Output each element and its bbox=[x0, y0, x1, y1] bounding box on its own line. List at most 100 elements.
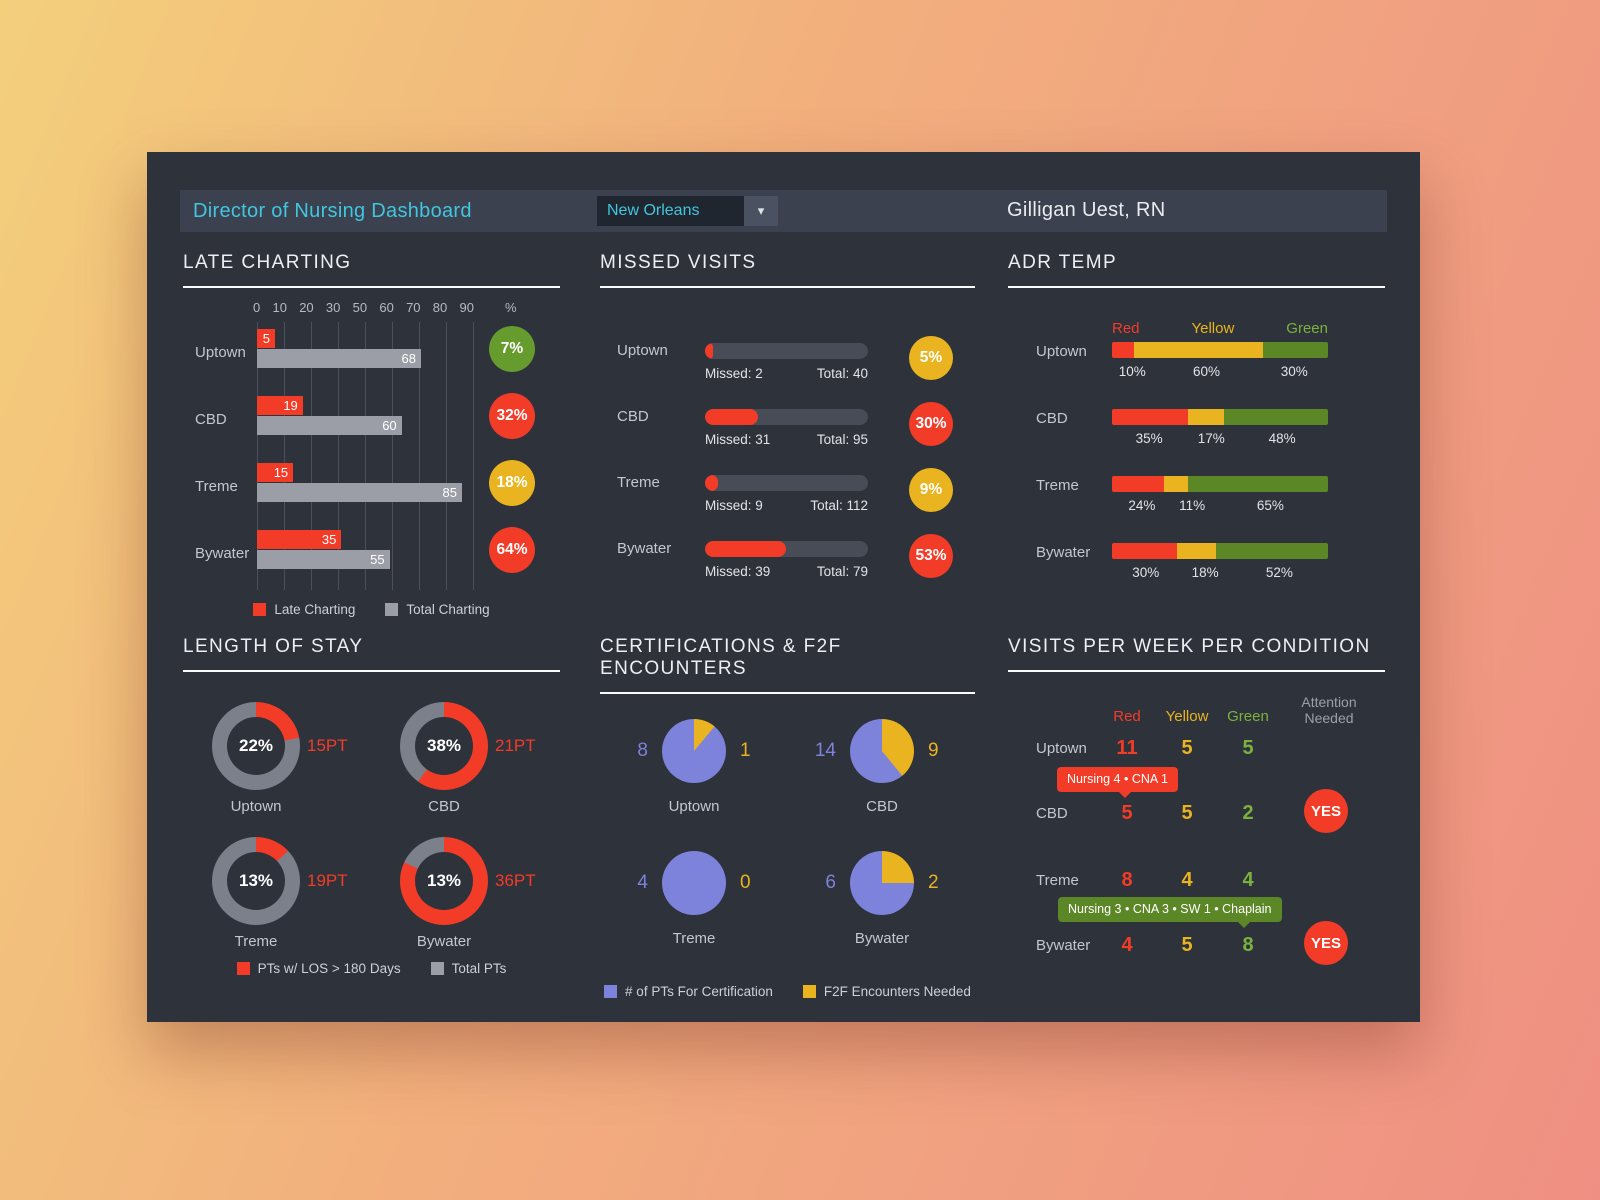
pct-badge: 9% bbox=[909, 468, 953, 512]
column-header-green: Green bbox=[1227, 708, 1269, 725]
column-header-yellow: Yellow bbox=[1165, 708, 1209, 725]
total-stat: Total: 95 bbox=[817, 432, 868, 447]
visits-row: Treme 8 4 4 YES bbox=[1008, 869, 1385, 895]
pct-badge: 5% bbox=[909, 336, 953, 380]
tooltip-cbd-staffing: Nursing 4 • CNA 1 bbox=[1057, 767, 1178, 798]
total-value: 112 bbox=[846, 498, 868, 513]
total-value: 95 bbox=[852, 432, 868, 447]
adr-pct-green: 65% bbox=[1256, 498, 1284, 513]
bar-value: 19 bbox=[283, 398, 298, 413]
f2f-count: 1 bbox=[740, 740, 751, 761]
missed-stat: Missed: 9 bbox=[705, 498, 763, 513]
region-label: CBD bbox=[1036, 410, 1068, 427]
adr-stacked-bar bbox=[1112, 409, 1328, 425]
region-label: Treme bbox=[1036, 872, 1079, 889]
pt-count: 19PT bbox=[307, 871, 348, 890]
late-charting-row: CBD 19 60 32% bbox=[183, 389, 560, 456]
axis-tick: 10 bbox=[272, 300, 287, 315]
axis-tick: 50 bbox=[352, 300, 368, 315]
adr-temp-title: ADR TEMP bbox=[1008, 252, 1385, 288]
user-name: Gilligan Uest, RN bbox=[1007, 199, 1166, 221]
cert-count: 14 bbox=[814, 740, 836, 761]
region-label: Uptown bbox=[668, 798, 720, 815]
legend-label: # of PTs For Certification bbox=[625, 984, 773, 999]
pt-count: 36PT bbox=[495, 871, 536, 890]
bar-value: 55 bbox=[370, 552, 385, 567]
region-label: Bywater bbox=[854, 930, 910, 947]
visits-red: 11 bbox=[1116, 737, 1138, 759]
bar-value: 35 bbox=[321, 532, 337, 547]
column-header-yellow: Yellow bbox=[1191, 320, 1235, 337]
length-of-stay-title: LENGTH OF STAY bbox=[183, 636, 560, 672]
axis-unit: % bbox=[505, 300, 517, 315]
legend-item: # of PTs For Certification bbox=[604, 984, 773, 999]
adr-pct-green: 30% bbox=[1280, 364, 1308, 379]
late-bar: 35 bbox=[257, 530, 342, 549]
late-bar: 19 bbox=[257, 396, 303, 415]
total-stat: Total: 79 bbox=[817, 564, 868, 579]
f2f-count: 9 bbox=[928, 740, 939, 761]
total-label: Total: bbox=[816, 432, 850, 447]
column-header-red: Red bbox=[1113, 708, 1141, 725]
region-selector[interactable]: New Orleans ▾ bbox=[597, 196, 778, 226]
late-charting-axis: 0 10 20 30 50 60 70 80 90 % bbox=[183, 300, 560, 318]
axis-tick: 0 bbox=[253, 300, 261, 315]
total-label: Total: bbox=[816, 366, 850, 381]
visits-yellow: 5 bbox=[1181, 737, 1193, 759]
column-header-red: Red bbox=[1112, 320, 1140, 337]
adr-pct-red: 24% bbox=[1128, 498, 1156, 513]
progress-track bbox=[705, 475, 868, 491]
legend-label: Total Charting bbox=[406, 602, 490, 617]
adr-segment-red bbox=[1112, 476, 1164, 492]
certifications-panel: CERTIFICATIONS & F2F ENCOUNTERS 8 1 Upto… bbox=[600, 636, 975, 999]
late-charting-legend: Late Charting Total Charting bbox=[183, 602, 560, 617]
tooltip-bywater-staffing: Nursing 3 • CNA 3 • SW 1 • Chaplain bbox=[1058, 897, 1282, 928]
region-label: CBD bbox=[1036, 805, 1068, 822]
region-label: Uptown bbox=[617, 342, 668, 359]
adr-pct-labels: 30% 18% 52% bbox=[1112, 565, 1328, 580]
adr-temp-row: Treme 24% 11% 65% bbox=[1008, 476, 1385, 543]
adr-stacked-bar bbox=[1112, 543, 1328, 559]
progress-track bbox=[705, 343, 868, 359]
region-label: CBD bbox=[866, 798, 898, 815]
adr-stacked-bar bbox=[1112, 342, 1328, 358]
adr-pct-yellow: 11% bbox=[1179, 498, 1206, 513]
total-bar: 60 bbox=[257, 416, 402, 435]
bar-value: 5 bbox=[262, 331, 270, 346]
total-stat: Total: 112 bbox=[810, 498, 868, 513]
axis-tick: 20 bbox=[299, 300, 314, 315]
total-bar: 68 bbox=[257, 349, 421, 368]
missed-visits-panel: MISSED VISITS Uptown Missed: 2 Total: 40… bbox=[600, 252, 975, 606]
missed-visits-row: CBD Missed: 31 Total: 95 30% bbox=[600, 402, 975, 474]
length-of-stay-chart: 22% 15PT Uptown 38% 21PT CBD 13% 19PT Tr… bbox=[183, 702, 560, 950]
adr-pct-yellow: 17% bbox=[1197, 431, 1225, 446]
visits-row: Uptown 11 5 5 YES bbox=[1008, 737, 1385, 763]
late-charting-title: LATE CHARTING bbox=[183, 252, 560, 288]
region-label: Treme bbox=[195, 478, 238, 495]
missed-stat: Missed: 31 bbox=[705, 432, 770, 447]
length-of-stay-legend: PTs w/ LOS > 180 Days Total PTs bbox=[183, 961, 560, 976]
column-header-attention: Attention Needed bbox=[1301, 694, 1357, 726]
missed-visits-stats: Missed: 2 Total: 40 bbox=[705, 366, 868, 381]
progress-fill bbox=[705, 343, 714, 359]
visits-yellow: 4 bbox=[1181, 869, 1193, 891]
visits-yellow: 5 bbox=[1181, 802, 1193, 824]
cert-count: 4 bbox=[637, 872, 648, 893]
adr-pct-red: 35% bbox=[1135, 431, 1163, 446]
adr-segment-green bbox=[1187, 476, 1328, 492]
visits-red: 8 bbox=[1121, 869, 1133, 891]
region-label: Bywater bbox=[195, 545, 250, 562]
adr-pct-red: 10% bbox=[1118, 364, 1146, 379]
bar-value: 68 bbox=[401, 351, 416, 366]
region-label: Uptown bbox=[195, 344, 246, 361]
los-donut-cell: 13% 19PT Treme bbox=[183, 837, 371, 950]
missed-visits-row: Treme Missed: 9 Total: 112 9% bbox=[600, 468, 975, 540]
legend-swatch-red bbox=[253, 603, 267, 616]
missed-value: 2 bbox=[755, 366, 763, 381]
chevron-down-icon[interactable]: ▾ bbox=[743, 196, 778, 226]
missed-value: 9 bbox=[755, 498, 763, 513]
pct-badge: 18% bbox=[489, 460, 535, 506]
visits-per-week-title: VISITS PER WEEK PER CONDITION bbox=[1008, 636, 1385, 672]
f2f-count: 2 bbox=[928, 872, 939, 893]
region-selector-value[interactable]: New Orleans bbox=[597, 196, 744, 226]
